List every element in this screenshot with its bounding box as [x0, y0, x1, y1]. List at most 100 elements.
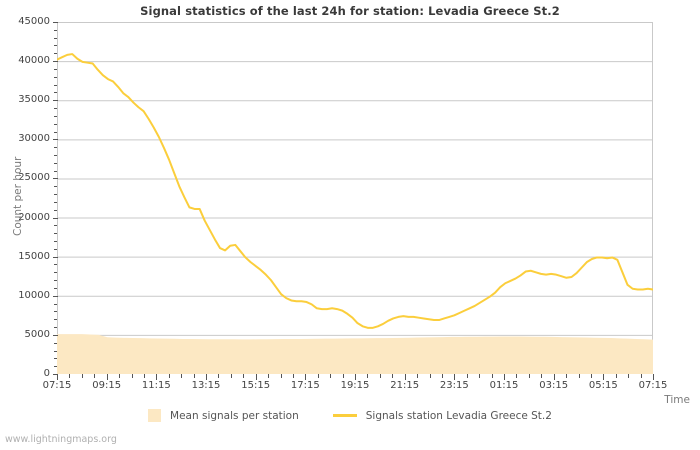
y-axis-minor-tick	[54, 108, 57, 110]
x-axis-tick-label: 01:15	[489, 380, 519, 391]
y-axis-minor-tick	[54, 350, 57, 352]
x-axis-minor-tick	[330, 374, 332, 378]
x-axis-tick-label: 17:15	[290, 380, 320, 391]
x-axis-tick-label: 07:15	[42, 380, 72, 391]
y-axis-minor-tick	[54, 366, 57, 368]
x-axis-major-tick	[404, 374, 406, 380]
y-axis-minor-tick	[54, 201, 57, 203]
x-axis-minor-tick	[367, 374, 369, 378]
x-axis-tick-label: 03:15	[539, 380, 569, 391]
y-axis-major-tick	[53, 139, 58, 141]
legend-area-swatch-icon	[148, 409, 162, 422]
y-axis-minor-tick	[54, 248, 57, 250]
x-axis-tick-label: 05:15	[588, 380, 618, 391]
y-axis-minor-tick	[54, 162, 57, 164]
x-axis-major-tick	[355, 374, 356, 380]
y-axis-major-tick	[53, 256, 58, 258]
y-axis-major-tick	[53, 217, 58, 219]
plot-canvas	[57, 53, 653, 374]
y-axis-minor-tick	[54, 327, 57, 329]
legend-line-swatch-icon	[332, 414, 357, 417]
y-axis-minor-tick	[54, 68, 57, 70]
x-axis-minor-tick	[143, 374, 145, 378]
y-axis-minor-tick	[54, 53, 57, 55]
x-axis-minor-tick	[292, 374, 294, 378]
x-axis-minor-tick	[342, 374, 344, 378]
x-axis-tick-label: 19:15	[340, 380, 370, 391]
y-axis-minor-tick	[54, 92, 57, 94]
x-axis-minor-tick	[379, 374, 381, 378]
y-axis-minor-tick	[54, 154, 57, 156]
legend-item-station[interactable]: Signals station Levadia Greece St.2	[332, 410, 552, 422]
x-axis-minor-tick	[541, 374, 543, 378]
chart-legend: Mean signals per station Signals station…	[0, 409, 700, 422]
x-axis-major-tick	[106, 374, 108, 380]
y-axis-minor-tick	[54, 303, 57, 305]
series-line-station-signals	[57, 53, 653, 329]
x-axis-minor-tick	[441, 374, 443, 378]
y-axis-tick-label: 30000	[18, 133, 50, 145]
x-axis-minor-tick	[429, 374, 431, 378]
y-axis-minor-tick	[54, 76, 57, 78]
x-axis-minor-tick	[417, 374, 419, 378]
x-axis-minor-tick	[268, 374, 270, 378]
y-axis-minor-tick	[54, 311, 57, 313]
x-axis-major-tick	[305, 374, 307, 380]
y-axis-minor-tick	[54, 115, 57, 117]
x-axis-minor-tick	[81, 374, 83, 378]
x-axis-minor-tick	[119, 374, 121, 378]
y-axis-minor-tick	[54, 131, 57, 133]
y-axis-minor-tick	[54, 194, 57, 196]
x-axis-tick-label: 23:15	[439, 380, 469, 391]
legend-item-mean[interactable]: Mean signals per station	[148, 409, 299, 422]
y-axis-tick-label: 0	[43, 368, 50, 379]
x-axis-major-tick	[206, 374, 207, 380]
x-axis-major-tick	[156, 374, 158, 380]
y-axis-major-tick	[53, 178, 58, 180]
x-axis-title: Time	[664, 394, 690, 406]
x-axis-minor-tick	[628, 374, 630, 378]
y-axis-tick-label: 5000	[24, 328, 50, 340]
y-axis-tick-label: 35000	[18, 94, 50, 106]
x-axis-minor-tick	[491, 374, 493, 378]
y-axis-major-tick	[53, 374, 58, 375]
x-axis-major-tick	[454, 374, 456, 380]
y-axis-minor-tick	[54, 186, 57, 188]
x-axis-minor-tick	[578, 374, 580, 378]
y-axis-minor-tick	[54, 287, 57, 289]
y-axis-minor-tick	[54, 45, 57, 47]
y-axis-minor-tick	[54, 29, 57, 31]
x-axis-minor-tick	[528, 374, 530, 378]
x-axis-tick-label: 09:15	[92, 380, 122, 391]
x-axis-major-tick	[603, 374, 605, 380]
x-axis-minor-tick	[479, 374, 481, 378]
y-axis-minor-tick	[54, 84, 57, 86]
y-axis-major-tick	[53, 334, 58, 336]
y-axis-minor-tick	[54, 264, 57, 266]
x-axis-minor-tick	[69, 374, 71, 378]
x-axis-minor-tick	[243, 374, 245, 378]
x-axis-tick-label: 21:15	[390, 380, 420, 391]
y-axis-minor-tick	[54, 319, 57, 321]
y-axis-minor-tick	[54, 37, 57, 39]
x-axis-minor-tick	[516, 374, 518, 378]
y-axis-tick-label: 45000	[18, 16, 50, 27]
y-axis-major-tick	[53, 100, 58, 102]
y-axis-minor-tick	[54, 233, 57, 235]
y-axis-tick-label: 10000	[18, 289, 50, 301]
x-axis-minor-tick	[466, 374, 468, 378]
y-axis-major-tick	[53, 22, 58, 23]
x-axis-tick-label: 15:15	[241, 380, 271, 391]
y-axis-minor-tick	[54, 272, 57, 274]
x-axis-major-tick	[255, 374, 257, 380]
y-axis-minor-tick	[54, 170, 57, 172]
legend-label-mean: Mean signals per station	[170, 409, 299, 422]
x-axis-tick-label: 07:15	[638, 380, 668, 391]
y-axis-minor-tick	[54, 342, 57, 344]
x-axis-minor-tick	[566, 374, 568, 378]
x-axis-major-tick	[653, 374, 654, 380]
x-axis-minor-tick	[131, 374, 133, 378]
x-axis-minor-tick	[193, 374, 195, 378]
x-axis-minor-tick	[168, 374, 170, 378]
